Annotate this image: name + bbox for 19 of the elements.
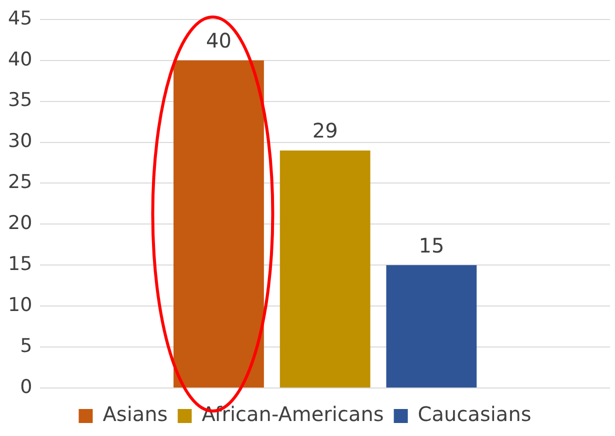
bar [386,265,477,388]
legend-label: African-Americans [202,402,384,426]
y-tick-label: 15 [8,253,32,276]
data-label: 29 [312,118,338,143]
y-tick-label: 20 [8,212,32,234]
y-tick-label: 10 [8,294,32,316]
y-tick-label: 25 [8,171,32,194]
bar [174,60,264,388]
y-tick-label: 40 [8,48,32,70]
legend-label: Asians [102,402,168,426]
data-label: 40 [206,28,232,53]
y-tick-label: 35 [8,89,32,112]
y-tick-label: 0 [20,376,32,398]
bar [280,150,370,388]
y-tick-label: 45 [8,7,32,30]
data-label: 15 [418,233,444,258]
legend-label: Caucasians [418,402,532,426]
y-tick-label: 5 [20,334,32,357]
y-tick-label: 30 [8,130,32,152]
